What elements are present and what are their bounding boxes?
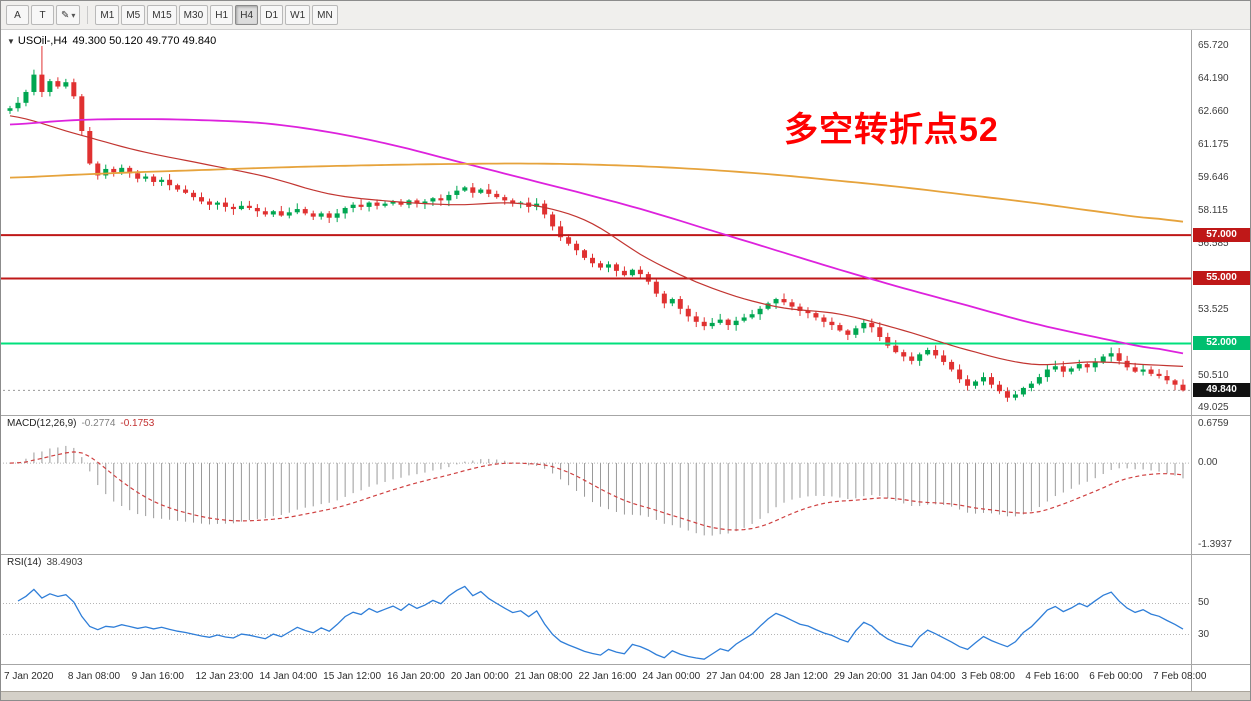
timeframe-button-w1[interactable]: W1 (285, 5, 311, 25)
timeframe-button-mn[interactable]: MN (312, 5, 338, 25)
chevron-down-icon: ▾ (71, 10, 76, 20)
symbol-header: ▼ USOil-,H4 49.300 50.120 49.770 49.840 (7, 35, 216, 47)
rsi-indicator-label: RSI(14) 38.4903 (7, 557, 83, 568)
macd-main-value: -0.2774 (81, 418, 116, 429)
timeframe-button-m1[interactable]: M1 (95, 5, 120, 25)
chart-area[interactable]: 0.6759 0.00 -1.3937 50 30 65.720 64.190 62.660 6… (1, 30, 1250, 700)
draw-color-dropdown-button[interactable]: ✎ ▾ (56, 5, 81, 25)
ohlc-values: 49.300 50.120 49.770 49.840 (72, 35, 217, 47)
macd-title: MACD(12,26,9) (7, 418, 77, 429)
symbol-title: USOil-,H4 (17, 35, 68, 47)
macd-indicator-label: MACD(12,26,9) -0.2774 -0.1753 (7, 418, 154, 429)
macd-signal-value: -0.1753 (120, 418, 155, 429)
timeframe-button-m30[interactable]: M30 (178, 5, 209, 25)
timeframe-button-m15[interactable]: M15 (147, 5, 177, 25)
timeframe-button-d1[interactable]: D1 (260, 5, 284, 25)
rsi-title: RSI(14) (7, 557, 42, 568)
timeframe-button-h1[interactable]: H1 (210, 5, 234, 25)
chart-text-annotation[interactable]: 多空转折点52 (784, 111, 999, 149)
timeframe-group: M1 M5 M15 M30 H1 H4 D1 W1 MN (95, 5, 338, 25)
toolbar-divider (87, 6, 89, 24)
timeframe-button-m5[interactable]: M5 (121, 5, 146, 25)
chart-dropdown-icon[interactable]: ▼ (7, 37, 15, 46)
toolbar: A T ✎ ▾ M1 M5 M15 M30 H1 H4 D1 W1 MN (1, 1, 1250, 30)
horizontal-scrollbar[interactable] (1, 691, 1250, 700)
text-tool-button[interactable]: T (31, 5, 54, 25)
chart-canvas[interactable] (1, 30, 1250, 700)
rsi-value: 38.4903 (46, 557, 83, 568)
pencil-icon: ✎ (61, 9, 70, 21)
pointer-tool-button[interactable]: A (6, 5, 29, 25)
timeframe-button-h4[interactable]: H4 (235, 5, 259, 25)
